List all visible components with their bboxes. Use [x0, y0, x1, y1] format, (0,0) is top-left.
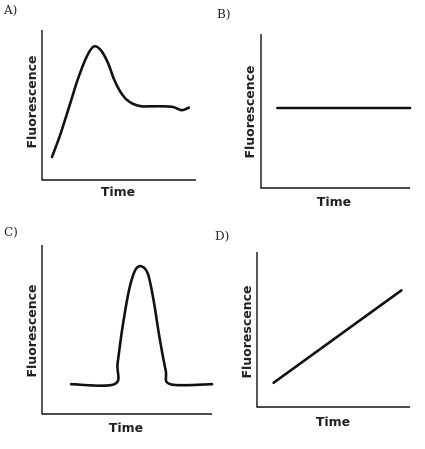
panel-c-curve — [69, 264, 214, 388]
panel-c-x-axis-title: Time — [109, 420, 143, 435]
panel-c: C) Fluorescence Time — [4, 225, 214, 435]
panel-a-axes — [41, 30, 196, 181]
panel-d-axes — [256, 252, 410, 408]
panel-a: A) Fluorescence Time — [3, 3, 196, 199]
panel-d: D) Fluorescence Time — [215, 229, 410, 429]
panel-b-label: B) — [217, 7, 231, 21]
panel-b-x-axis-title: Time — [317, 194, 351, 209]
panel-c-label: C) — [4, 225, 18, 239]
panel-a-y-axis-title: Fluorescence — [24, 55, 39, 148]
panel-b-axes — [260, 34, 410, 189]
panel-b: B) Fluorescence Time — [217, 7, 412, 209]
panel-d-x-axis-title: Time — [316, 414, 350, 429]
panel-a-label: A) — [3, 3, 17, 17]
panel-d-y-axis-title: Fluorescence — [239, 285, 254, 378]
panel-d-curve — [272, 289, 403, 384]
panel-d-label: D) — [215, 229, 229, 243]
panel-c-axes — [41, 245, 212, 415]
panel-a-x-axis-title: Time — [101, 184, 135, 199]
panel-b-y-axis-title: Fluorescence — [242, 65, 257, 158]
panel-c-y-axis-title: Fluorescence — [24, 284, 39, 377]
panel-a-curve — [50, 44, 191, 159]
